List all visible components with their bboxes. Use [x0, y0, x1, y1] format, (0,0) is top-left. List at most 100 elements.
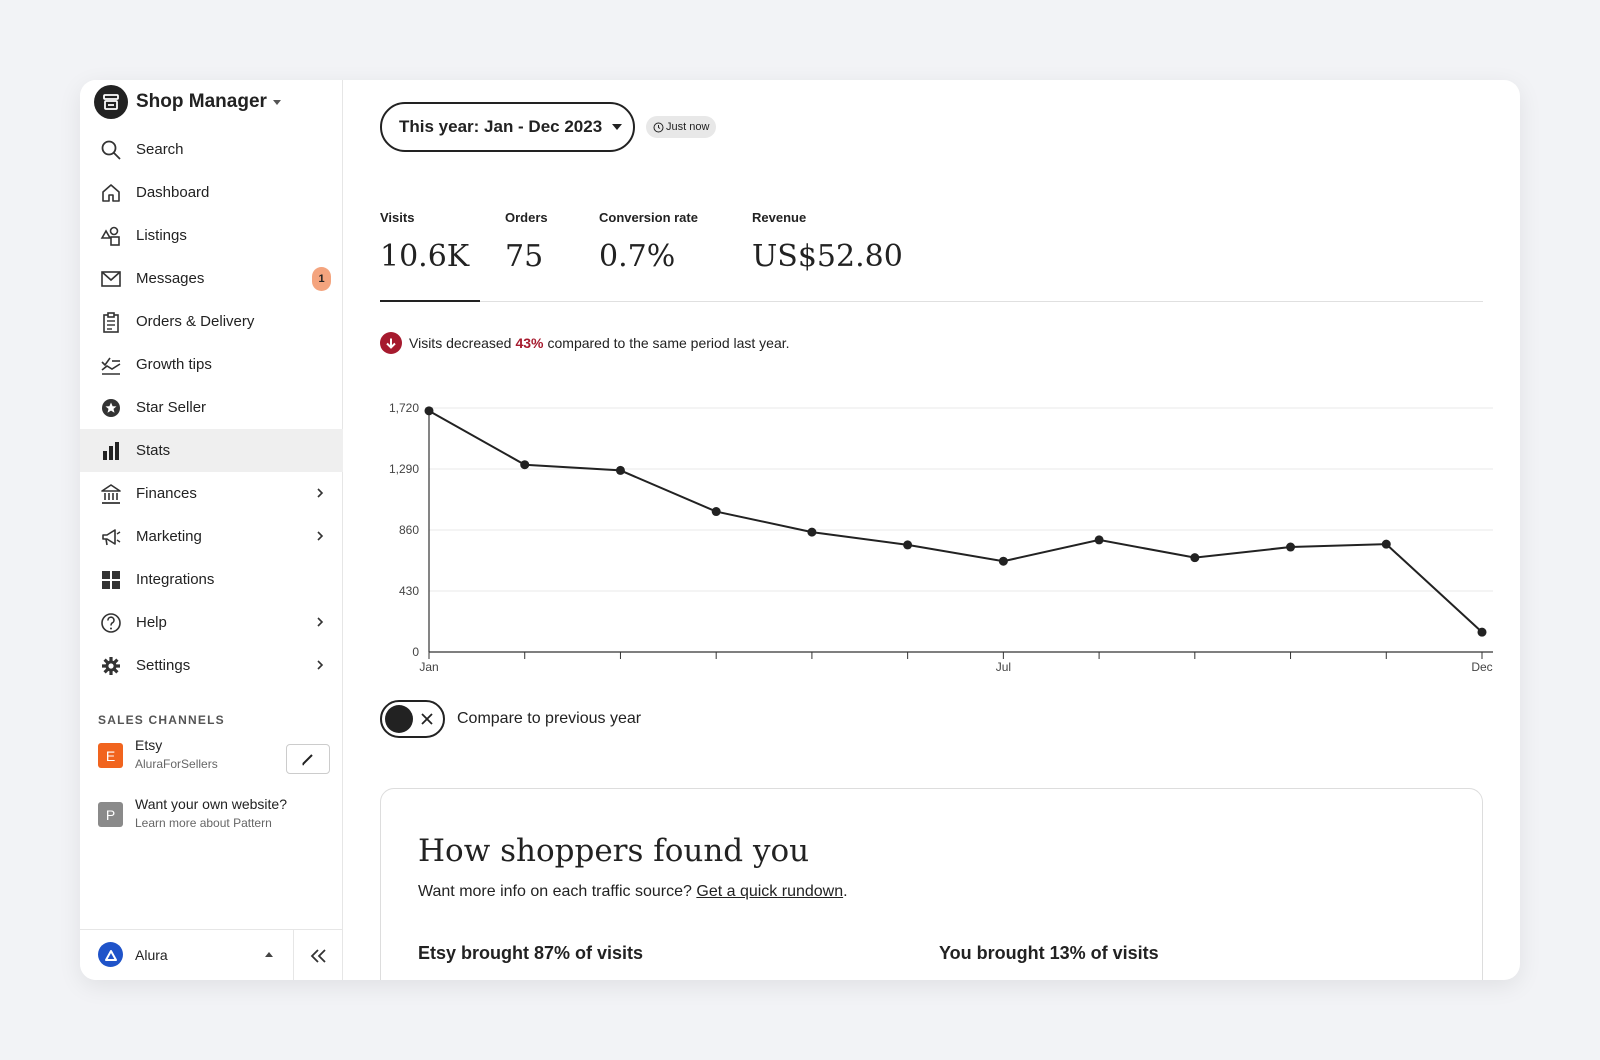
date-range-selector[interactable]: This year: Jan - Dec 2023 — [380, 102, 635, 152]
caret-up-icon[interactable] — [265, 952, 273, 957]
double-chevron-left-icon — [310, 948, 326, 963]
metric-value: 10.6K — [380, 239, 470, 274]
date-range-label: This year: Jan - Dec 2023 — [399, 117, 603, 136]
sidebar-item-stats[interactable]: Stats — [80, 429, 343, 472]
shapes-icon — [100, 225, 122, 247]
etsy-logo-icon: E — [98, 743, 123, 768]
metric-label: Visits — [380, 210, 415, 225]
traffic-sources-card: How shoppers found you Want more info on… — [380, 788, 1483, 980]
chevron-right-icon — [317, 660, 324, 670]
y-tick-label: 430 — [399, 584, 419, 598]
sidebar-item-label: Dashboard — [136, 184, 210, 201]
card-subtitle-period: . — [843, 883, 848, 900]
help-circle-icon — [100, 612, 122, 634]
chevron-right-icon — [317, 531, 324, 541]
compare-label: Compare to previous year — [457, 710, 642, 727]
collapse-sidebar-button[interactable] — [293, 930, 343, 980]
megaphone-icon — [100, 526, 122, 548]
visits-data-point — [998, 556, 1008, 566]
sidebar-item-label: Marketing — [136, 528, 202, 545]
gear-icon — [100, 655, 122, 677]
sidebar-item-messages[interactable]: Messages 1 — [80, 257, 343, 300]
app-window: Shop Manager Search Dashboard Listings Mess… — [80, 80, 1520, 980]
x-tick-label: Jan — [419, 660, 438, 674]
sidebar-item-finances[interactable]: Finances — [80, 472, 343, 515]
toggle-knob — [385, 705, 413, 733]
sidebar-item-label: Settings — [136, 657, 191, 674]
updated-badge: Just now — [646, 116, 717, 138]
metric-label: Conversion rate — [599, 210, 698, 225]
pencil-icon — [302, 754, 313, 766]
sidebar-item-label: Help — [136, 614, 167, 631]
y-tick-label: 860 — [399, 523, 419, 537]
visits-data-point — [1286, 542, 1296, 552]
x-tick-label: Jul — [996, 660, 1011, 674]
sidebar-item-help[interactable]: Help — [80, 601, 343, 644]
shop-manager-menu[interactable]: Shop Manager — [94, 84, 281, 120]
card-title: How shoppers found you — [418, 833, 810, 869]
unread-badge: 1 — [312, 267, 331, 291]
sidebar-item-label: Listings — [136, 227, 187, 244]
x-tick-label: Dec — [1471, 660, 1492, 674]
sidebar-item-search[interactable]: Search — [80, 128, 343, 171]
visits-data-point — [1381, 539, 1391, 549]
metric-value: 0.7% — [599, 239, 676, 274]
sidebar-item-marketing[interactable]: Marketing — [80, 515, 343, 558]
sidebar-item-label: Messages — [136, 270, 205, 287]
metric-revenue[interactable]: Revenue US$52.80 — [752, 210, 903, 274]
shop-icon — [94, 85, 128, 119]
search-icon — [100, 139, 122, 161]
channel-pattern[interactable]: P Want your own website? Learn more abou… — [98, 796, 287, 830]
metric-orders[interactable]: Orders 75 — [505, 210, 548, 274]
y-tick-label: 0 — [412, 645, 419, 659]
metric-label: Revenue — [752, 210, 807, 225]
channel-promo-link[interactable]: Learn more about Pattern — [135, 816, 272, 830]
edit-channel-button[interactable] — [286, 744, 330, 774]
sidebar-item-label: Stats — [136, 442, 171, 459]
sidebar-item-integrations[interactable]: Integrations — [80, 558, 343, 601]
metric-visits[interactable]: Visits 10.6K — [380, 210, 469, 274]
sidebar-item-dashboard[interactable]: Dashboard — [80, 171, 343, 214]
channel-name: Want your own website? — [135, 796, 287, 812]
visits-line-chart: 0 430 860 1,290 1,720 Jan Jul Dec — [389, 401, 1493, 674]
compare-toggle[interactable] — [380, 700, 445, 738]
sidebar-item-star-seller[interactable]: Star Seller — [80, 386, 343, 429]
caret-down-icon — [272, 99, 281, 105]
metric-value: US$52.80 — [752, 239, 903, 274]
arrow-down-icon — [380, 332, 402, 354]
sidebar-item-label: Growth tips — [136, 356, 212, 373]
chevron-right-icon — [317, 488, 324, 498]
sidebar-item-listings[interactable]: Listings — [80, 214, 343, 257]
channel-shop-name: AluraForSellers — [135, 757, 218, 771]
grid-icon — [100, 569, 122, 591]
sidebar-item-settings[interactable]: Settings — [80, 644, 343, 687]
user-menu[interactable]: Alura — [98, 942, 168, 967]
user-name: Alura — [135, 946, 168, 963]
metric-conversion-rate[interactable]: Conversion rate 0.7% — [599, 210, 698, 274]
visits-series-line — [428, 409, 1483, 633]
sidebar: Shop Manager Search Dashboard Listings Mess… — [80, 80, 343, 980]
channel-etsy[interactable]: E Etsy AluraForSellers — [98, 737, 218, 771]
sidebar-item-label: Orders & Delivery — [136, 313, 255, 330]
visits-data-point — [1190, 553, 1200, 563]
sales-channels-heading: SALES CHANNELS — [98, 713, 225, 727]
sidebar-item-label: Star Seller — [136, 399, 207, 416]
visits-data-point — [520, 460, 530, 470]
trend-prefix: Visits decreased — [409, 335, 512, 351]
bank-icon — [100, 483, 122, 505]
visits-data-point — [615, 465, 625, 475]
quick-rundown-link[interactable]: Get a quick rundown — [696, 883, 844, 900]
sidebar-item-label: Finances — [136, 485, 197, 502]
sidebar-item-label: Search — [136, 141, 184, 158]
card-subtitle-text: Want more info on each traffic source? — [418, 883, 692, 900]
visits-data-point — [903, 540, 913, 550]
visits-data-point — [424, 406, 434, 416]
home-icon — [100, 182, 122, 204]
trend-percentage: 43% — [515, 335, 544, 351]
sidebar-item-growth-tips[interactable]: Growth tips — [80, 343, 343, 386]
visits-data-point — [1477, 627, 1487, 637]
clipboard-icon — [100, 311, 122, 333]
visits-data-point — [1094, 535, 1104, 545]
close-icon — [421, 713, 433, 725]
sidebar-item-orders-and-delivery[interactable]: Orders & Delivery — [80, 300, 343, 343]
